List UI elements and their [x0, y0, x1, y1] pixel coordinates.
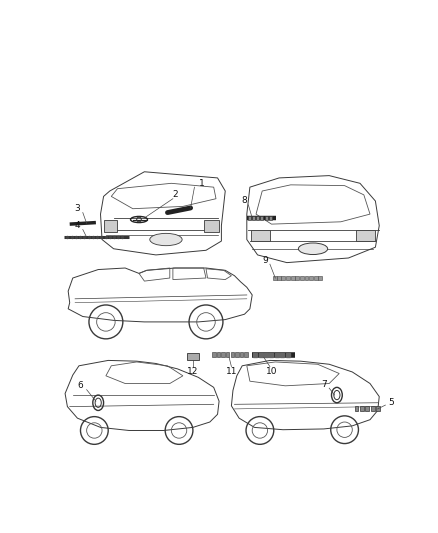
Bar [204, 220, 219, 232]
Text: 11: 11 [226, 367, 237, 376]
Text: 9: 9 [262, 256, 268, 265]
Text: 5: 5 [388, 398, 394, 407]
Text: 3: 3 [74, 204, 80, 213]
Text: 6: 6 [78, 381, 83, 390]
Bar [376, 406, 380, 411]
Bar [221, 352, 225, 357]
Bar [212, 352, 215, 357]
Text: 4: 4 [74, 221, 80, 230]
Text: 1: 1 [199, 179, 205, 188]
Text: 12: 12 [187, 367, 198, 376]
Bar [282, 276, 285, 280]
Bar [235, 352, 239, 357]
Ellipse shape [298, 243, 328, 255]
Bar [318, 276, 322, 280]
Ellipse shape [150, 233, 182, 246]
Bar [300, 276, 304, 280]
Bar [309, 276, 313, 280]
Bar [260, 216, 263, 220]
Bar [187, 353, 199, 360]
Bar [304, 276, 308, 280]
Text: 2: 2 [173, 190, 178, 199]
Bar [355, 406, 358, 411]
Bar [251, 230, 270, 241]
Bar [103, 220, 117, 232]
Text: 7: 7 [321, 380, 327, 389]
Bar [217, 352, 220, 357]
Bar [314, 276, 318, 280]
Bar [247, 216, 251, 220]
Bar [295, 276, 299, 280]
Bar [269, 216, 272, 220]
Text: 8: 8 [242, 196, 247, 205]
Bar [240, 352, 244, 357]
Bar [252, 216, 255, 220]
Bar [265, 216, 268, 220]
Bar [356, 230, 375, 241]
Bar [256, 216, 259, 220]
Bar [365, 406, 369, 411]
Bar [286, 276, 290, 280]
Bar [360, 406, 364, 411]
Text: 10: 10 [266, 367, 277, 376]
Bar [231, 352, 234, 357]
Bar [273, 276, 277, 280]
Bar [277, 276, 281, 280]
Bar [244, 352, 248, 357]
Bar [291, 276, 294, 280]
Bar [226, 352, 230, 357]
Bar [371, 406, 374, 411]
